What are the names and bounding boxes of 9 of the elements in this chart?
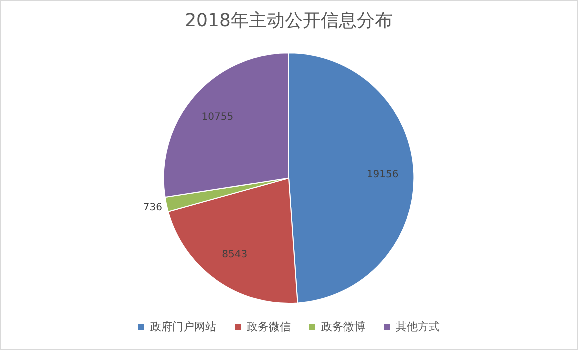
data-label: 19156: [366, 170, 399, 181]
data-label: 736: [143, 202, 162, 214]
legend-label: 政务微信: [247, 320, 291, 334]
chart-title: 2018年主动公开信息分布: [185, 10, 393, 32]
data-label: 8543: [222, 250, 248, 261]
data-label: 10755: [202, 112, 234, 123]
legend-label: 政府门户网站: [150, 320, 216, 334]
legend-label: 政务微博: [322, 320, 366, 334]
legend-label: 其他方式: [396, 320, 440, 334]
